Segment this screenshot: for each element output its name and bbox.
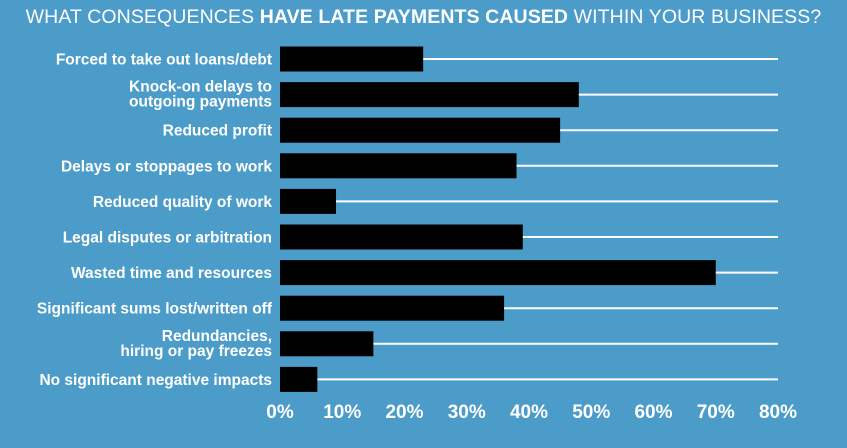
category-label-1-line-1: outgoing payments — [129, 94, 272, 111]
bar-1 — [280, 82, 579, 108]
x-tick-label-4: 40% — [510, 402, 548, 423]
x-tick-label-1: 10% — [323, 402, 361, 423]
bar-9 — [280, 366, 318, 392]
category-label-8: Redundancies, hiring or pay freezes — [120, 328, 272, 360]
bar-7 — [280, 295, 505, 321]
category-label-8-line-1: hiring or pay freezes — [120, 343, 272, 360]
category-label-3: Delays or stoppages to work — [61, 158, 272, 175]
x-tick-label-8: 80% — [759, 402, 797, 423]
category-label-5: Legal disputes or arbitration — [63, 230, 272, 247]
x-tick-label-2: 20% — [385, 402, 423, 423]
bar-3 — [280, 153, 517, 179]
bar-5 — [280, 224, 523, 250]
category-label-0: Forced to take out loans/debt — [56, 52, 272, 69]
category-label-6: Wasted time and resources — [71, 265, 272, 282]
x-tick-label-5: 50% — [572, 402, 610, 423]
category-label-2: Reduced profit — [163, 123, 272, 140]
category-label-7: Significant sums lost/written off — [37, 301, 273, 318]
bar-6 — [280, 260, 716, 286]
chart-title-part1: WHAT CONSEQUENCES — [25, 6, 260, 28]
bar-4 — [280, 188, 337, 214]
x-tick-label-0: 0% — [266, 402, 294, 423]
category-label-4: Reduced quality of work — [93, 194, 273, 211]
chart-title-part3: WITHIN YOUR BUSINESS? — [568, 6, 822, 28]
x-tick-label-7: 70% — [697, 402, 735, 423]
x-tick-label-3: 30% — [448, 402, 486, 423]
category-label-1-line-0: Knock-on delays to — [129, 79, 272, 96]
x-tick-label-6: 60% — [634, 402, 672, 423]
chart-title: WHAT CONSEQUENCES HAVE LATE PAYMENTS CAU… — [0, 6, 847, 29]
bar-0 — [280, 46, 424, 72]
category-label-9: No significant negative impacts — [39, 372, 272, 389]
bar-8 — [280, 331, 374, 357]
chart-title-part2: HAVE LATE PAYMENTS CAUSED — [259, 6, 569, 28]
bar-2 — [280, 117, 561, 143]
category-label-8-line-0: Redundancies, — [162, 328, 272, 345]
category-label-1: Knock-on delays to outgoing payments — [129, 79, 272, 111]
